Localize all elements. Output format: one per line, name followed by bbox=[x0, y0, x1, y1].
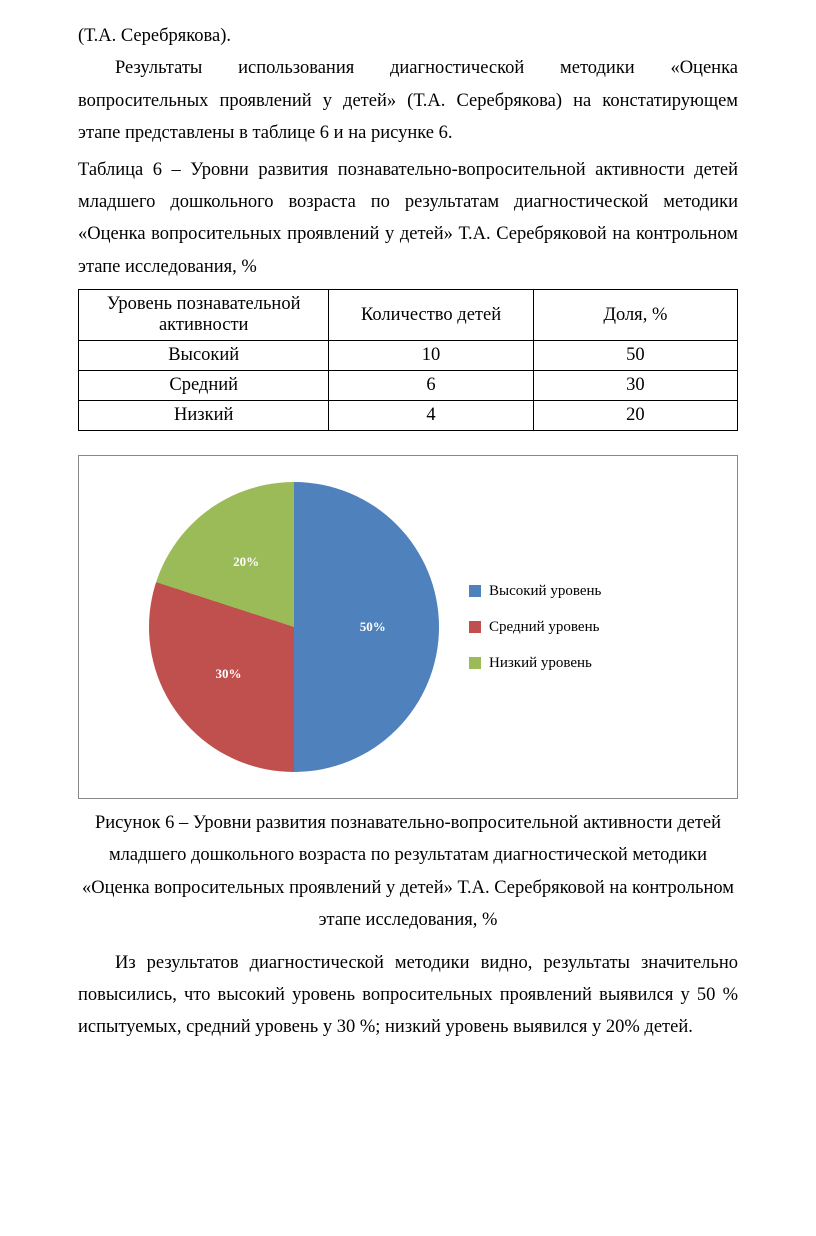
table-header-cell: Уровень познавательной активности bbox=[79, 290, 329, 341]
legend-swatch-icon bbox=[469, 585, 481, 597]
legend-label: Высокий уровень bbox=[489, 573, 601, 609]
paragraph-intro: Результаты использования диагностической… bbox=[78, 52, 738, 149]
table-row: Средний 6 30 bbox=[79, 371, 738, 401]
table-cell: 50 bbox=[533, 341, 737, 371]
legend-item-low: Низкий уровень bbox=[469, 645, 601, 681]
figure-caption: Рисунок 6 – Уровни развития познавательн… bbox=[78, 807, 738, 937]
table-row: Низкий 4 20 bbox=[79, 401, 738, 431]
levels-table: Уровень познавательной активности Количе… bbox=[78, 289, 738, 431]
legend-label: Средний уровень bbox=[489, 609, 599, 645]
legend-swatch-icon bbox=[469, 621, 481, 633]
table-cell: 20 bbox=[533, 401, 737, 431]
pie-graphic bbox=[149, 482, 439, 772]
table-header-cell: Количество детей bbox=[329, 290, 533, 341]
paragraph-author-ref: (Т.А. Серебрякова). bbox=[78, 20, 738, 52]
table-cell: Низкий bbox=[79, 401, 329, 431]
paragraph-conclusion: Из результатов диагностической методики … bbox=[78, 947, 738, 1044]
pie-chart-container: 50% 30% 20% Высокий уровень Средний уров… bbox=[78, 455, 738, 799]
table-cell: 6 bbox=[329, 371, 533, 401]
table-header-row: Уровень познавательной активности Количе… bbox=[79, 290, 738, 341]
table-cell: Высокий bbox=[79, 341, 329, 371]
legend-item-medium: Средний уровень bbox=[469, 609, 601, 645]
table-cell: Средний bbox=[79, 371, 329, 401]
legend-label: Низкий уровень bbox=[489, 645, 592, 681]
table-cell: 30 bbox=[533, 371, 737, 401]
table-caption: Таблица 6 – Уровни развития познавательн… bbox=[78, 154, 738, 284]
table-row: Высокий 10 50 bbox=[79, 341, 738, 371]
pie-slice-label-low: 20% bbox=[233, 554, 259, 570]
pie-legend: Высокий уровень Средний уровень Низкий у… bbox=[469, 573, 601, 681]
table-header-cell: Доля, % bbox=[533, 290, 737, 341]
pie-chart: 50% 30% 20% bbox=[149, 482, 439, 772]
legend-swatch-icon bbox=[469, 657, 481, 669]
legend-item-high: Высокий уровень bbox=[469, 573, 601, 609]
pie-slice-label-medium: 30% bbox=[215, 666, 241, 682]
table-cell: 10 bbox=[329, 341, 533, 371]
table-cell: 4 bbox=[329, 401, 533, 431]
pie-slice-label-high: 50% bbox=[360, 619, 386, 635]
